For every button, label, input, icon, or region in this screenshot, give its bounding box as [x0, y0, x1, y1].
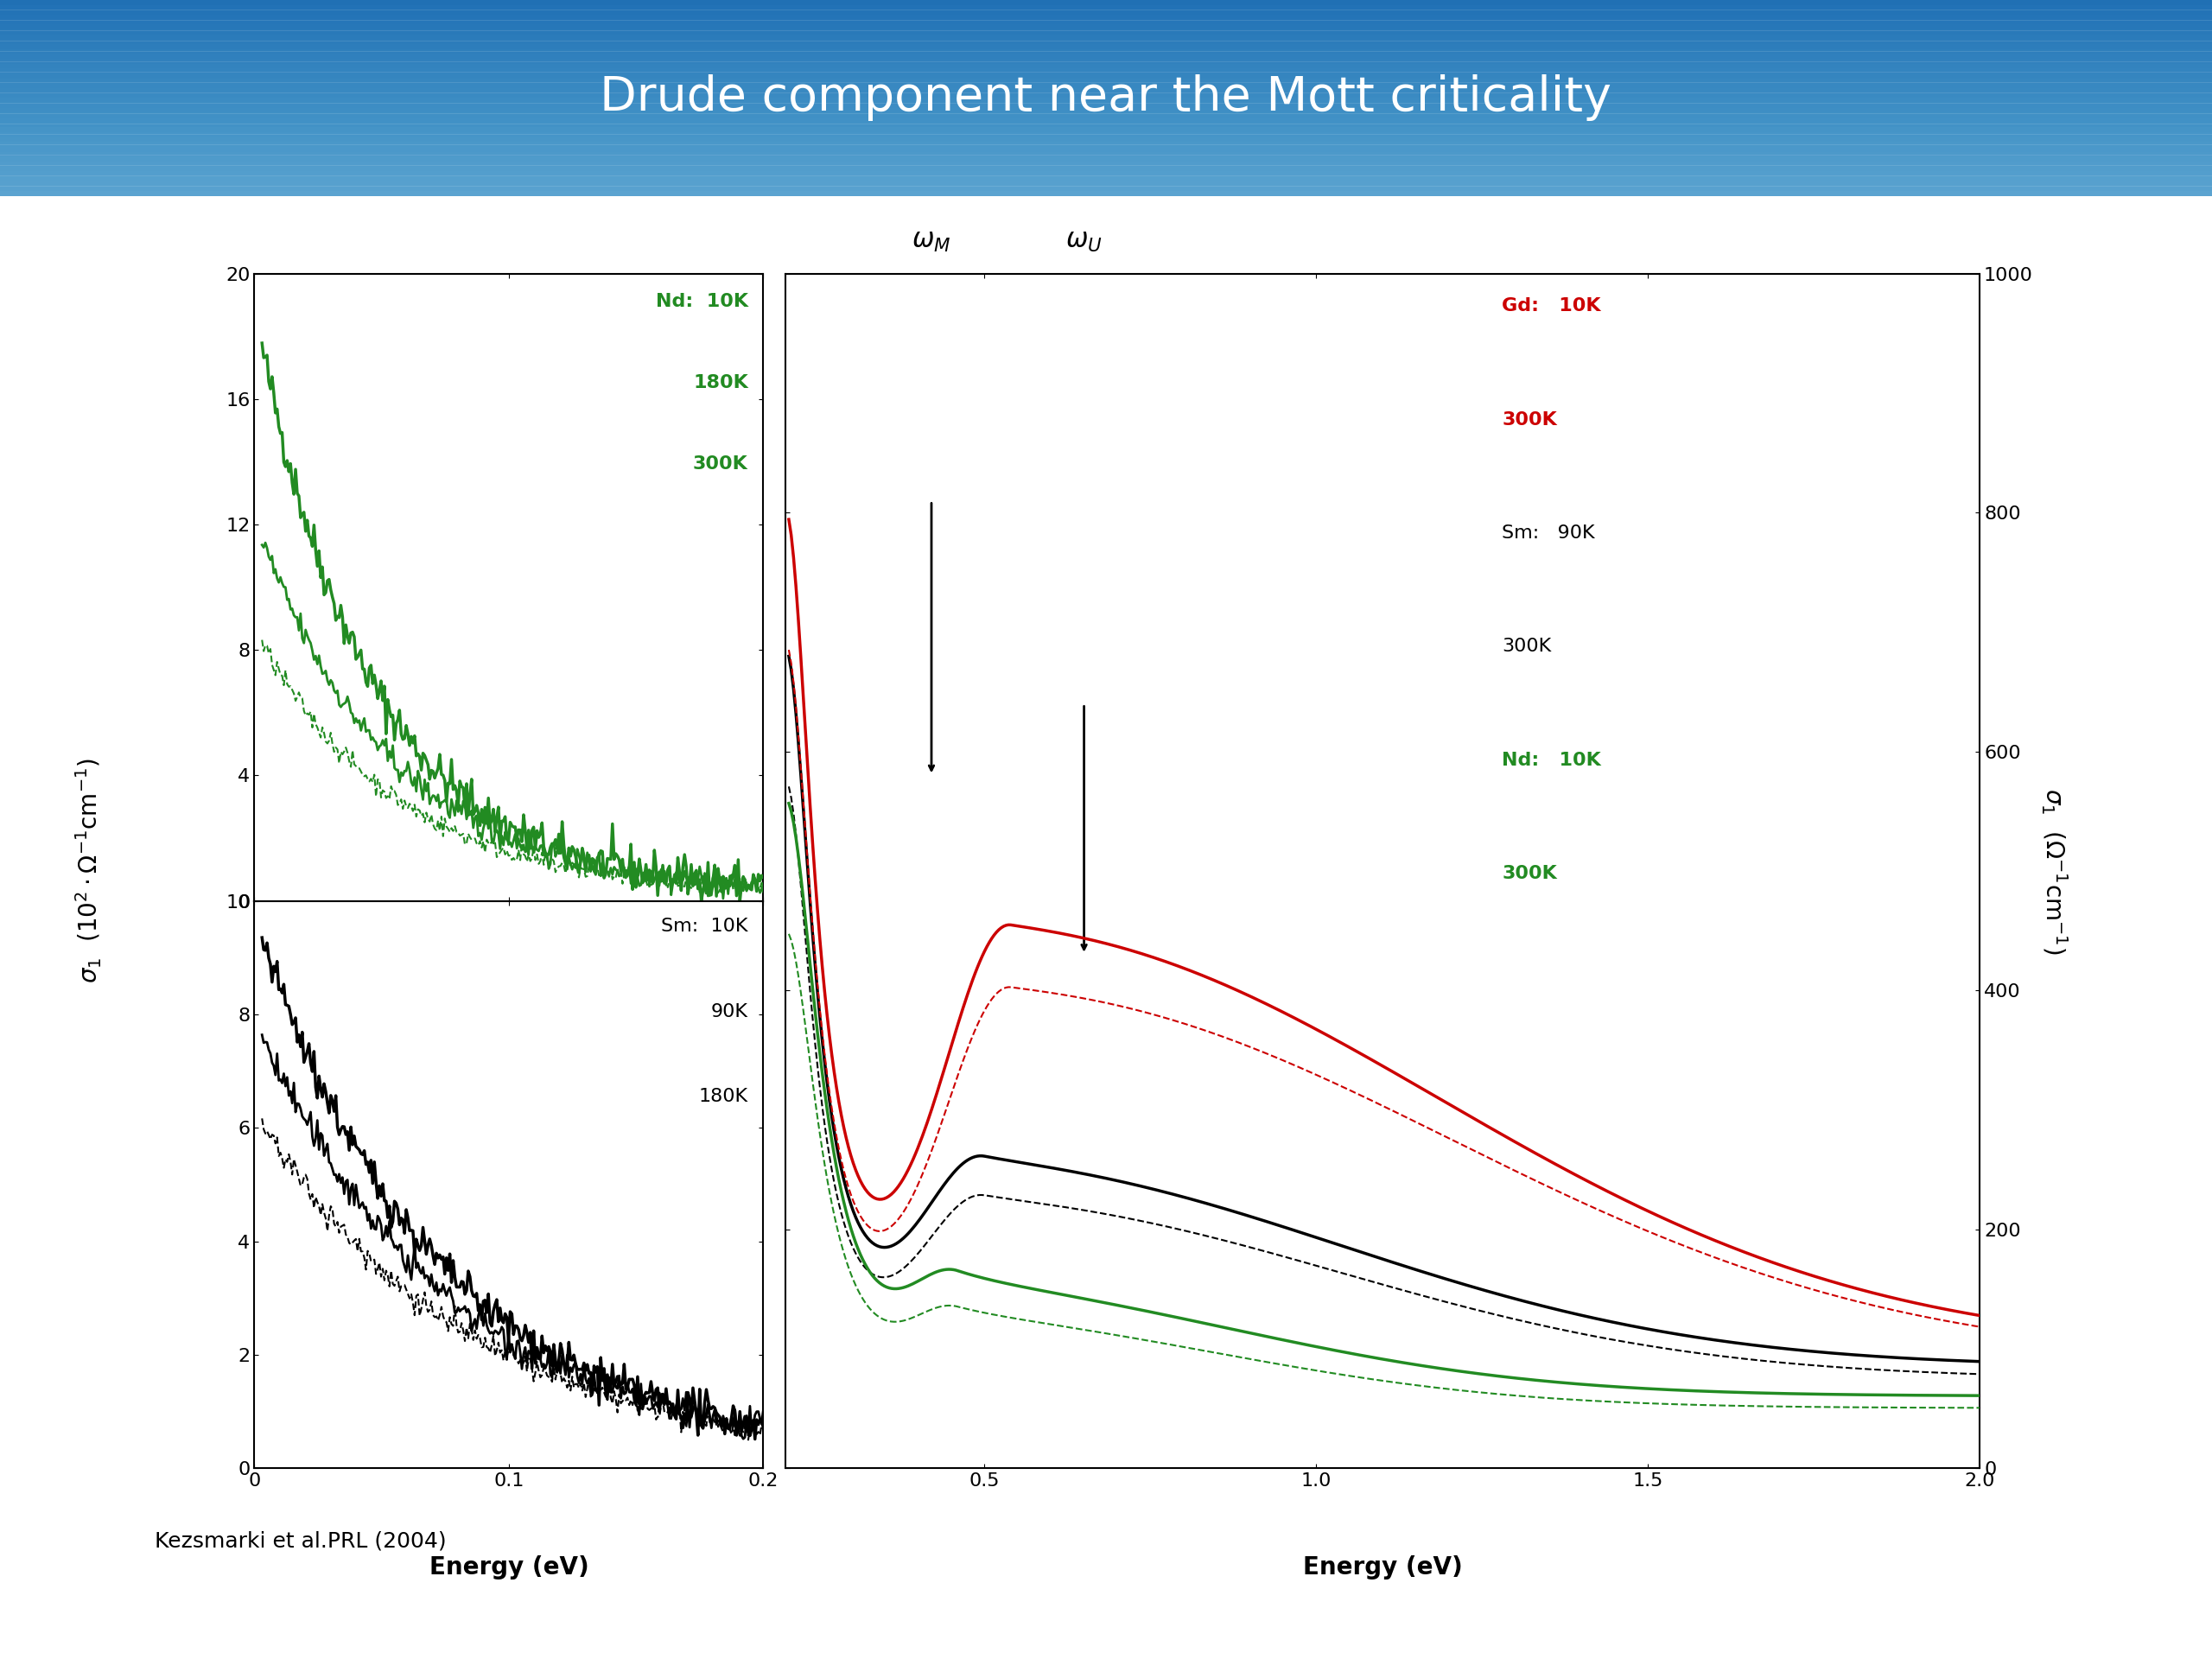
Bar — [0, 30, 2212, 35]
Text: Gd:   10K: Gd: 10K — [1502, 297, 1601, 315]
Text: Nd:  10K: Nd: 10K — [655, 292, 748, 310]
Bar — [0, 113, 2212, 118]
Bar — [0, 20, 2212, 25]
Bar — [0, 5, 2212, 10]
Bar — [0, 0, 2212, 5]
Text: 300K: 300K — [692, 456, 748, 473]
Bar — [0, 15, 2212, 20]
Bar — [0, 103, 2212, 108]
Text: $\sigma_1$  ($10^2 \cdot \Omega^{-1}$cm$^{-1}$): $\sigma_1$ ($10^2 \cdot \Omega^{-1}$cm$^… — [73, 758, 104, 984]
Bar — [0, 191, 2212, 196]
Bar — [0, 45, 2212, 48]
Bar — [0, 88, 2212, 93]
Bar — [0, 50, 2212, 53]
Bar — [0, 128, 2212, 133]
Text: Energy (eV): Energy (eV) — [429, 1556, 588, 1579]
Bar — [0, 118, 2212, 123]
Text: $\omega_U$: $\omega_U$ — [1066, 229, 1102, 254]
Text: 180K: 180K — [699, 1088, 748, 1105]
Bar — [0, 123, 2212, 128]
Bar — [0, 171, 2212, 176]
Bar — [0, 10, 2212, 15]
Text: $\omega_M$: $\omega_M$ — [911, 229, 951, 254]
Text: Nd:   10K: Nd: 10K — [1502, 752, 1601, 768]
Bar — [0, 63, 2212, 68]
Bar — [0, 35, 2212, 40]
Bar — [0, 93, 2212, 98]
Text: Drude component near the Mott criticality: Drude component near the Mott criticalit… — [599, 75, 1613, 121]
Bar — [0, 78, 2212, 83]
Bar — [0, 68, 2212, 73]
Bar — [0, 53, 2212, 58]
Text: 300K: 300K — [1502, 411, 1557, 428]
Bar — [0, 73, 2212, 78]
Text: 300K: 300K — [1502, 639, 1551, 655]
Bar — [0, 151, 2212, 156]
Bar — [0, 138, 2212, 143]
Bar — [0, 98, 2212, 103]
Bar — [0, 161, 2212, 166]
Y-axis label: $\sigma_1$  ($\Omega^{-1}$cm$^{-1}$): $\sigma_1$ ($\Omega^{-1}$cm$^{-1}$) — [2039, 788, 2068, 954]
Bar — [0, 181, 2212, 186]
Text: Kezsmarki et al.PRL (2004): Kezsmarki et al.PRL (2004) — [155, 1530, 447, 1551]
Bar — [0, 186, 2212, 191]
Text: 300K: 300K — [1502, 864, 1557, 883]
Bar — [0, 108, 2212, 113]
Text: 180K: 180K — [692, 373, 748, 392]
Bar — [0, 143, 2212, 148]
Text: 90K: 90K — [710, 1004, 748, 1020]
Bar — [0, 176, 2212, 181]
Bar — [0, 148, 2212, 151]
Text: Sm:  10K: Sm: 10K — [661, 917, 748, 936]
Bar — [0, 156, 2212, 161]
Text: Energy (eV): Energy (eV) — [1303, 1556, 1462, 1579]
Bar — [0, 40, 2212, 45]
Bar — [0, 133, 2212, 138]
Bar — [0, 166, 2212, 171]
Bar — [0, 83, 2212, 88]
Bar — [0, 58, 2212, 63]
Bar — [0, 25, 2212, 30]
Text: Sm:   90K: Sm: 90K — [1502, 524, 1595, 542]
